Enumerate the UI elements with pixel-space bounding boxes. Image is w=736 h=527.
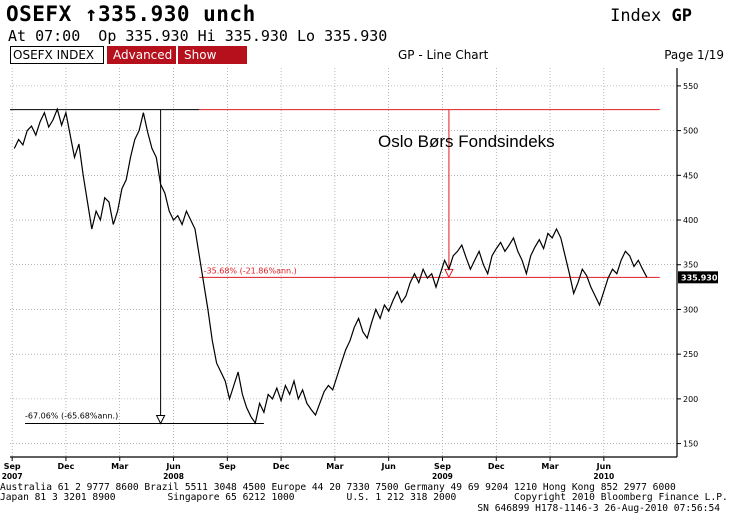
x-tick-label: Mar bbox=[541, 462, 558, 471]
x-year-label: 2010 bbox=[593, 472, 614, 481]
x-tick-label: Dec bbox=[273, 462, 290, 471]
index-label: Index GP bbox=[610, 6, 692, 26]
y-tick-label: 550 bbox=[683, 82, 698, 91]
chart-grid bbox=[10, 68, 677, 457]
x-tick-label: Sep bbox=[434, 462, 451, 471]
annotation-label: -35.68% (-21.86%ann.) bbox=[204, 267, 297, 276]
index-series-line bbox=[13, 107, 648, 425]
x-tick-label: Dec bbox=[488, 462, 505, 471]
chart-annotations: -67.06% (-65.68%ann.) -35.68% (-21.86%ann… bbox=[10, 109, 660, 425]
y-tick-label: 350 bbox=[683, 261, 698, 270]
footer-contacts-line2: Japan 81 3 3201 8900 Singapore 65 6212 1… bbox=[0, 492, 728, 503]
y-tick-label: 150 bbox=[683, 440, 698, 449]
chart-axes: 150 200 250 300 350 400 450 500 550 Sep Dec Mar Jun S… bbox=[2, 68, 718, 481]
view-title: GP - Line Chart bbox=[398, 48, 489, 62]
chart-title: Oslo Børs Fondsindeks bbox=[378, 132, 555, 151]
footer-serial-line: SN 646899 H178-1146-3 26-Aug-2010 07:56:… bbox=[477, 503, 720, 514]
footer-contacts-line1: Australia 61 2 9777 8600 Brazil 5511 304… bbox=[0, 482, 676, 493]
index-prefix: Index bbox=[610, 6, 662, 26]
y-tick-label: 250 bbox=[683, 350, 698, 359]
annotation-label: -67.06% (-65.68%ann.) bbox=[25, 412, 118, 421]
x-year-label: 2009 bbox=[432, 472, 453, 481]
x-tick-label: Jun bbox=[165, 462, 181, 471]
x-tick-label: Mar bbox=[326, 462, 343, 471]
y-tick-label: 400 bbox=[683, 216, 698, 225]
x-tick-label: Mar bbox=[111, 462, 128, 471]
x-year-label: 2007 bbox=[2, 472, 23, 481]
show-button[interactable]: Show bbox=[178, 46, 248, 64]
security-ticker-line: OSEFX ↑335.930 unch bbox=[6, 2, 256, 26]
x-tick-label: Sep bbox=[4, 462, 21, 471]
y-tick-label: 200 bbox=[683, 395, 698, 404]
advanced-button[interactable]: Advanced bbox=[107, 46, 177, 64]
last-value-label: 335.930 bbox=[681, 273, 718, 282]
x-year-label: 2008 bbox=[163, 472, 184, 481]
annotation-arrowhead bbox=[155, 414, 166, 425]
function-code: GP bbox=[671, 6, 692, 26]
x-tick-label: Jun bbox=[380, 462, 396, 471]
quote-line: At 07:00 Op 335.930 Hi 335.930 Lo 335.93… bbox=[8, 27, 388, 45]
last-value-badge bbox=[678, 271, 718, 284]
x-tick-label: Jun bbox=[596, 462, 612, 471]
page-indicator[interactable]: Page 1/19 bbox=[664, 48, 724, 62]
y-tick-label: 500 bbox=[683, 127, 698, 136]
ticker-input[interactable]: OSEFX INDEX bbox=[10, 46, 104, 64]
x-tick-label: Sep bbox=[219, 462, 236, 471]
x-tick-label: Dec bbox=[58, 462, 75, 471]
y-tick-label: 450 bbox=[683, 171, 698, 180]
y-tick-label: 300 bbox=[683, 305, 698, 314]
